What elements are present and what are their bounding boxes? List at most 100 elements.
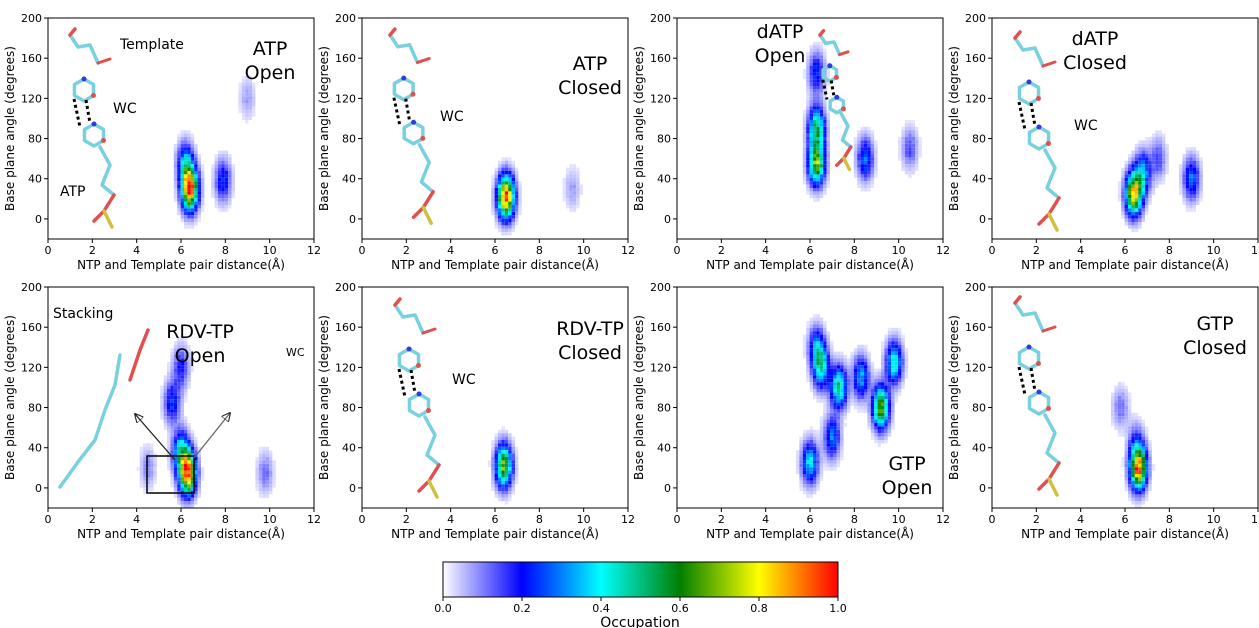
heat-cell [269, 463, 273, 468]
x-tick-label: 6 [178, 244, 185, 257]
heat-cell [1185, 184, 1190, 188]
heat-cell [187, 494, 191, 498]
heat-cell [184, 188, 188, 192]
heat-cell [1128, 487, 1132, 491]
heat-cell [173, 188, 178, 192]
heat-cell [173, 406, 178, 410]
heat-cell [819, 160, 824, 165]
heat-cell [847, 409, 851, 413]
heat-cell [184, 467, 188, 471]
heat-cell [816, 355, 820, 359]
heat-cell [894, 344, 898, 349]
atom-n [1026, 344, 1032, 350]
heat-cell [836, 433, 841, 437]
heat-cell [197, 191, 201, 195]
heat-cell [870, 412, 875, 417]
heat-cell [833, 372, 837, 376]
heat-cell [898, 368, 902, 372]
heat-cell [870, 433, 875, 437]
heat-cell [1134, 446, 1139, 451]
heat-cell [1148, 174, 1152, 178]
molecule-stick [1027, 125, 1051, 151]
heatmap-cells [1111, 382, 1156, 508]
heat-cell [511, 467, 515, 471]
heat-cell [1148, 137, 1152, 141]
heat-cell [1131, 222, 1135, 226]
heat-cell [177, 171, 181, 175]
heat-cell [826, 402, 830, 406]
heat-cell [180, 501, 184, 505]
heat-cell [245, 99, 249, 103]
heat-cell [177, 497, 181, 502]
heat-cell [840, 351, 844, 355]
heat-cell [860, 177, 864, 182]
heat-cell [177, 378, 181, 383]
heat-cell [214, 171, 218, 175]
heat-cell [806, 375, 810, 379]
heat-cell [170, 399, 174, 403]
heat-cell [1141, 463, 1145, 468]
heat-cell [819, 324, 824, 328]
heat-cell [511, 208, 515, 212]
heat-cell [1138, 416, 1142, 420]
heat-cell [823, 327, 827, 332]
heat-cell [501, 463, 505, 468]
heat-cell [806, 160, 810, 165]
heat-cell [1145, 150, 1149, 154]
heat-cell [184, 205, 188, 209]
heat-cell [813, 351, 817, 355]
heat-cell [1192, 171, 1196, 175]
heat-cell [248, 103, 252, 107]
heat-cell [806, 372, 810, 376]
heat-cell [1128, 399, 1132, 403]
heat-cell [177, 409, 181, 413]
heat-cell [177, 154, 181, 158]
heat-cell [180, 167, 184, 171]
heat-cell [504, 494, 509, 498]
heat-cell [901, 368, 905, 372]
heat-cell [857, 375, 861, 379]
heat-cell [819, 62, 824, 66]
heat-cell [1138, 460, 1142, 464]
heat-cell [494, 470, 498, 474]
heat-cell [847, 375, 851, 379]
heat-cell [904, 167, 909, 171]
heat-cell [833, 423, 837, 427]
heat-cell [576, 191, 580, 195]
heat-cell [874, 150, 878, 154]
heat-cell [1124, 188, 1128, 192]
heat-cell [1128, 423, 1132, 427]
heat-cell [864, 167, 868, 171]
heat-cell [860, 164, 864, 168]
heat-cell [498, 164, 502, 168]
heat-cell [833, 392, 837, 396]
heat-cell [180, 470, 184, 474]
y-tick-label: 0 [349, 482, 356, 495]
heat-cell [501, 460, 505, 464]
heat-cell [823, 123, 827, 127]
heat-cell [806, 341, 810, 345]
heat-cell [904, 351, 909, 355]
heat-cell [836, 392, 841, 396]
heat-cell [898, 355, 902, 359]
heat-cell [898, 378, 902, 383]
heat-cell [806, 355, 810, 359]
heat-cell [901, 140, 905, 144]
heat-cell [823, 324, 827, 328]
heat-cell [809, 484, 813, 488]
heat-cell [491, 487, 495, 491]
heat-cell [874, 392, 878, 396]
heat-cell [901, 126, 905, 131]
heat-cell [894, 341, 898, 345]
heat-cell [508, 191, 512, 195]
heat-cell [823, 99, 827, 103]
heat-cell [1141, 450, 1145, 454]
heat-cell [857, 392, 861, 396]
heat-cell [1162, 154, 1166, 158]
heat-cell [173, 477, 178, 481]
heat-cell [221, 201, 225, 205]
heat-cell [813, 48, 817, 52]
heat-cell [163, 385, 167, 389]
heat-cell [255, 460, 259, 464]
heat-cell [498, 497, 502, 502]
